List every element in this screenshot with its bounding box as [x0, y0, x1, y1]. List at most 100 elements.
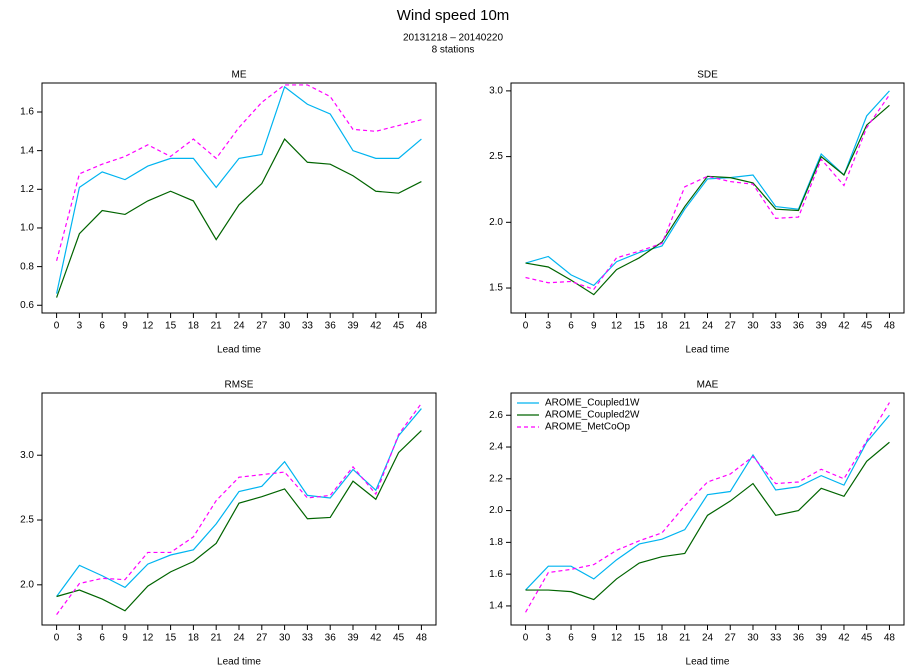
data-line — [525, 90, 890, 287]
y-tick-label: 1.6 — [20, 107, 34, 118]
y-tick-label: 2.0 — [489, 505, 503, 516]
x-tick-label: 9 — [591, 633, 597, 644]
x-tick-label: 18 — [188, 633, 200, 644]
x-tick-label: 30 — [279, 633, 291, 644]
x-tick-label: 15 — [634, 321, 646, 332]
x-tick-label: 39 — [347, 321, 359, 332]
x-tick-label: 39 — [347, 633, 359, 644]
data-line — [56, 408, 422, 597]
x-tick-label: 15 — [165, 321, 177, 332]
x-tick-label: 9 — [591, 321, 597, 332]
x-tick-label: 3 — [77, 633, 83, 644]
x-tick-label: 18 — [656, 633, 668, 644]
x-tick-label: 42 — [370, 321, 382, 332]
x-tick-label: 33 — [770, 321, 782, 332]
legend-label: AROME_MetCoOp — [545, 422, 630, 433]
x-tick-label: 48 — [416, 321, 428, 332]
x-tick-label: 24 — [702, 633, 714, 644]
x-tick-label: 42 — [370, 633, 382, 644]
panel-title: ME — [232, 70, 247, 81]
y-tick-label: 1.0 — [20, 223, 34, 234]
data-line — [525, 441, 890, 601]
data-line — [56, 430, 422, 612]
x-tick-label: 30 — [747, 633, 759, 644]
plot-frame — [41, 392, 437, 626]
x-tick-label: 36 — [793, 321, 805, 332]
y-tick-label: 1.5 — [489, 283, 503, 294]
y-tick-label: 2.0 — [20, 579, 34, 590]
plot-frame — [510, 82, 905, 314]
legend-label: AROME_Coupled1W — [545, 398, 640, 409]
x-tick-label: 18 — [656, 321, 668, 332]
data-line — [525, 94, 890, 291]
x-tick-label: 15 — [165, 633, 177, 644]
x-tick-label: 0 — [523, 321, 529, 332]
y-tick-label: 2.5 — [20, 515, 34, 526]
figure-subtitle: 20131218 – 20140220 — [403, 33, 504, 44]
plot-frame — [41, 82, 437, 314]
x-tick-label: 12 — [611, 633, 623, 644]
x-tick-label: 12 — [611, 321, 623, 332]
y-tick-label: 1.4 — [20, 145, 34, 156]
x-tick-label: 39 — [816, 321, 828, 332]
x-axis-label: Lead time — [686, 345, 730, 356]
y-tick-label: 1.4 — [489, 601, 503, 612]
y-tick-label: 3.0 — [20, 450, 34, 461]
x-tick-label: 45 — [393, 321, 405, 332]
x-tick-label: 3 — [546, 633, 552, 644]
x-tick-label: 30 — [747, 321, 759, 332]
x-tick-label: 12 — [142, 321, 154, 332]
y-tick-label: 2.0 — [489, 217, 503, 228]
x-tick-label: 36 — [325, 321, 337, 332]
x-tick-label: 33 — [302, 321, 314, 332]
y-tick-label: 2.5 — [489, 151, 503, 162]
x-tick-label: 36 — [793, 633, 805, 644]
x-tick-label: 27 — [256, 321, 268, 332]
x-tick-label: 24 — [233, 321, 245, 332]
x-axis-label: Lead time — [686, 657, 730, 668]
x-tick-label: 24 — [233, 633, 245, 644]
x-tick-label: 9 — [122, 633, 128, 644]
x-axis-label: Lead time — [217, 345, 261, 356]
x-tick-label: 15 — [634, 633, 646, 644]
y-tick-label: 3.0 — [489, 86, 503, 97]
x-tick-label: 27 — [725, 321, 737, 332]
y-tick-label: 1.8 — [489, 537, 503, 548]
x-tick-label: 0 — [54, 633, 60, 644]
x-tick-label: 3 — [546, 321, 552, 332]
x-tick-label: 27 — [256, 633, 268, 644]
x-tick-label: 45 — [861, 633, 873, 644]
x-tick-label: 48 — [416, 633, 428, 644]
x-tick-label: 21 — [211, 633, 223, 644]
figure-subtitle: 8 stations — [432, 45, 475, 56]
data-line — [56, 138, 422, 298]
x-tick-label: 12 — [142, 633, 154, 644]
y-tick-label: 2.2 — [489, 473, 503, 484]
x-tick-label: 36 — [325, 633, 337, 644]
x-tick-label: 21 — [211, 321, 223, 332]
x-tick-label: 48 — [884, 321, 896, 332]
x-tick-label: 27 — [725, 633, 737, 644]
x-tick-label: 6 — [568, 321, 574, 332]
x-tick-label: 39 — [816, 633, 828, 644]
x-tick-label: 0 — [54, 321, 60, 332]
y-tick-label: 0.8 — [20, 261, 34, 272]
x-tick-label: 33 — [770, 633, 782, 644]
x-tick-label: 3 — [77, 321, 83, 332]
x-tick-label: 48 — [884, 633, 896, 644]
y-tick-label: 0.6 — [20, 300, 34, 311]
x-tick-label: 9 — [122, 321, 128, 332]
x-tick-label: 24 — [702, 321, 714, 332]
panel-title: RMSE — [225, 380, 254, 391]
x-tick-label: 42 — [838, 633, 850, 644]
figure-title: Wind speed 10m — [397, 7, 510, 24]
data-line — [525, 104, 890, 296]
y-tick-label: 1.2 — [20, 184, 34, 195]
x-tick-label: 6 — [568, 633, 574, 644]
x-axis-label: Lead time — [217, 657, 261, 668]
data-line — [56, 84, 422, 261]
x-tick-label: 30 — [279, 321, 291, 332]
legend-label: AROME_Coupled2W — [545, 410, 640, 421]
data-line — [56, 403, 422, 615]
